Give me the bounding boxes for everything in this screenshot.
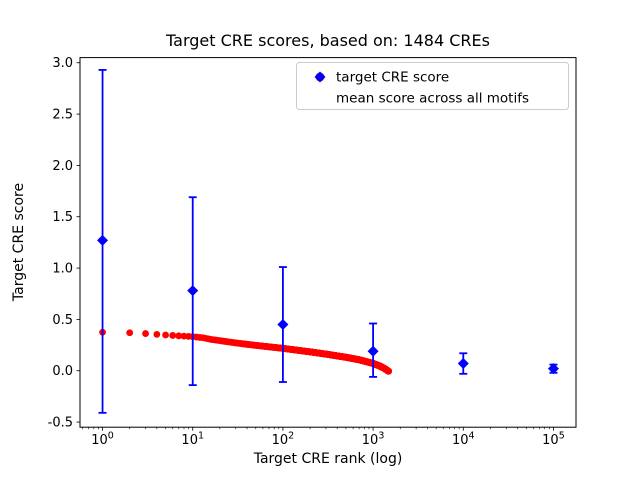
y-tick-label: -0.5 (48, 416, 73, 431)
axes-border (79, 57, 577, 428)
red-data-point (169, 332, 177, 339)
x-axis-ticks: 100 101 102 103 104 105 (82, 427, 565, 449)
red-data-point (153, 330, 161, 338)
series-target-cre-score (99, 328, 392, 375)
y-tick-label: 2.0 (52, 159, 73, 174)
blue-data-point (457, 358, 469, 370)
x-tick-label: 104 (452, 431, 475, 449)
legend: target CRE score mean score across all m… (296, 62, 569, 110)
red-data-point (175, 332, 183, 340)
legend-label-mean: mean score across all motifs (336, 91, 529, 107)
legend-marker-mean-diamond-icon (314, 71, 326, 83)
y-axis-label: Target CRE score (11, 183, 27, 302)
chart-title: Target CRE scores, based on: 1484 CREs (165, 31, 490, 50)
red-data-point (126, 329, 134, 337)
x-tick-label: 102 (272, 431, 295, 449)
x-tick-label: 100 (91, 431, 114, 449)
blue-data-point (277, 319, 289, 331)
x-axis-label: Target CRE rank (log) (253, 451, 403, 467)
x-tick-label: 101 (181, 431, 204, 449)
blue-data-point (187, 285, 199, 297)
y-tick-label: 0.5 (52, 313, 73, 328)
plot-frame (79, 57, 577, 428)
y-tick-label: 0.0 (52, 364, 73, 379)
blue-data-point (97, 234, 109, 246)
red-data-point (385, 367, 392, 375)
legend-box (296, 62, 569, 110)
blue-data-point (367, 345, 379, 357)
red-data-point (142, 330, 149, 337)
y-tick-label: 3.0 (52, 56, 73, 71)
blue-data-point (547, 363, 559, 375)
x-tick-label: 105 (542, 431, 565, 449)
series-mean-score (97, 69, 559, 414)
y-tick-label: 2.5 (52, 108, 73, 123)
y-tick-label: 1.5 (52, 210, 73, 225)
y-tick-label: 1.0 (52, 262, 73, 277)
x-tick-label: 103 (362, 431, 385, 449)
y-axis-ticks: -0.5 0.0 0.5 1.0 1.5 2.0 2.5 3.0 (48, 56, 80, 431)
red-data-point (162, 331, 169, 339)
legend-label-target: target CRE score (336, 70, 449, 86)
